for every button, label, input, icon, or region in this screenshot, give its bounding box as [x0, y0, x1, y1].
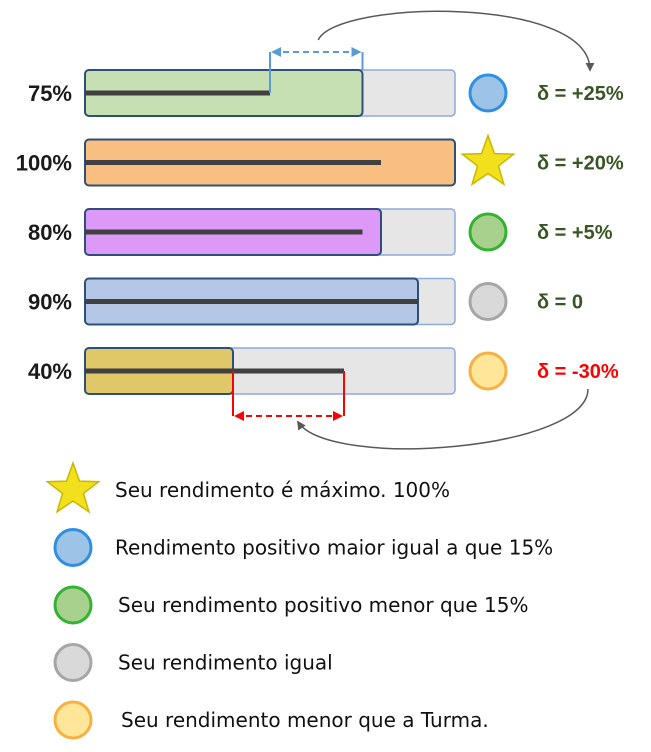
blue-circle-icon — [468, 73, 508, 113]
bar-row: 80% δ = +5% — [28, 208, 613, 256]
student-score-label: 80% — [28, 220, 72, 245]
star-icon — [45, 460, 101, 514]
green-circle-icon — [53, 585, 93, 625]
bar-row: 100% δ = +20% — [16, 133, 624, 187]
bar-row: 75% δ = +25% — [28, 69, 624, 117]
legend-label: Seu rendimento menor que a Turma. — [121, 708, 489, 732]
legend-label: Seu rendimento igual — [118, 651, 333, 675]
legend-label: Rendimento positivo maior igual a que 15… — [115, 536, 553, 560]
student-score-label: 40% — [28, 359, 72, 384]
delta-label: δ = +5% — [537, 222, 613, 244]
gap-annotations — [232, 10, 595, 450]
delta-label: δ = -30% — [537, 361, 619, 383]
orange-circle-icon — [468, 351, 508, 391]
delta-label: δ = +25% — [537, 83, 624, 105]
student-score-label: 75% — [28, 81, 72, 106]
legend-label: Seu rendimento positivo menor que 15% — [118, 593, 528, 617]
gray-circle-icon — [468, 282, 508, 321]
legend-item: Seu rendimento é máximo. 100% — [45, 460, 450, 514]
legend-item: Seu rendimento menor que a Turma. — [53, 700, 489, 740]
student-score-label: 100% — [16, 151, 72, 176]
legend-label: Seu rendimento é máximo. 100% — [115, 478, 450, 502]
connector-arrow-bottom — [296, 388, 589, 450]
bar-row: 40% δ = -30% — [28, 347, 619, 395]
legend-item: Rendimento positivo maior igual a que 15… — [53, 528, 553, 567]
green-circle-icon — [468, 212, 508, 252]
student-score-label: 90% — [28, 290, 72, 315]
bar-row: 90% δ = 0 — [28, 277, 583, 326]
legend-item: Seu rendimento igual — [53, 643, 333, 682]
legend-item: Seu rendimento positivo menor que 15% — [53, 585, 528, 625]
blue-circle-icon — [53, 528, 93, 567]
legend: Seu rendimento é máximo. 100% Rendimento … — [45, 460, 553, 740]
delta-label: δ = 0 — [537, 292, 583, 314]
gray-circle-icon — [53, 643, 93, 682]
connector-arrow-top — [317, 10, 595, 72]
star-icon — [460, 133, 516, 187]
delta-label: δ = +20% — [537, 153, 624, 175]
bar-rows: 75% δ = +25% 100% δ = +20% 80% δ = +5% 90% δ = … — [16, 69, 624, 395]
orange-circle-icon — [53, 700, 93, 740]
